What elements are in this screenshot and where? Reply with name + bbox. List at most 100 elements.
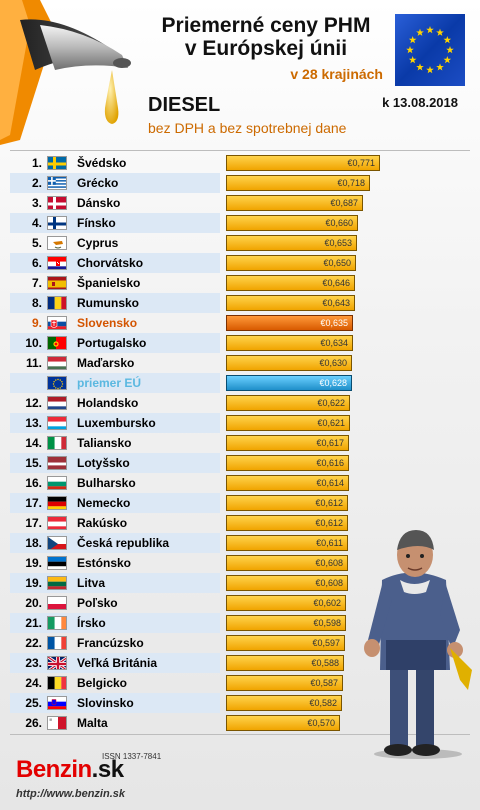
- flag-ro-icon: [47, 296, 67, 310]
- title-line-1: Priemerné ceny PHM: [161, 14, 371, 37]
- title-line-2: v Európskej únii: [184, 37, 348, 60]
- rank-label: 4.: [31, 216, 42, 230]
- price-bar: €0,630: [226, 355, 352, 371]
- flag-cz-icon: [47, 536, 67, 550]
- price-bar: €0,570: [226, 715, 340, 731]
- country-label: Bulharsko: [77, 476, 136, 490]
- issn-label: ISSN 1337-7841: [102, 752, 162, 761]
- rank-label: 17.: [25, 496, 42, 510]
- price-bar: €0,653: [226, 235, 357, 251]
- price-bar: €0,598: [226, 615, 346, 631]
- country-label: Litva: [77, 576, 106, 590]
- fuel-nozzle-illustration: [0, 0, 131, 145]
- country-label: priemer EÚ: [77, 376, 142, 390]
- flag-eu-icon: [47, 376, 67, 390]
- table-row: 19. Estónsko €0,608: [10, 553, 470, 573]
- table-row: 5. Cyprus €0,653: [10, 233, 470, 253]
- country-label: Holandsko: [77, 396, 139, 410]
- rank-label: 9.: [31, 316, 42, 330]
- price-bar: €0,660: [226, 215, 358, 231]
- price-bar: €0,718: [226, 175, 370, 191]
- eu-star-icon: [406, 46, 414, 54]
- price-value-label: €0,612: [315, 498, 343, 508]
- price-value-label: €0,597: [312, 638, 340, 648]
- table-row: 3. Dánsko €0,687: [10, 193, 470, 213]
- rank-label: 15.: [25, 456, 42, 470]
- price-bar: €0,582: [226, 695, 342, 711]
- flag-lv-icon: [47, 456, 67, 470]
- price-bar: €0,612: [226, 515, 348, 531]
- country-label: Belgicko: [77, 676, 128, 690]
- price-value-label: €0,653: [324, 238, 352, 248]
- price-value-label: €0,650: [323, 258, 351, 268]
- rank-label: 22.: [25, 636, 42, 650]
- table-row: 7. Španielsko €0,646: [10, 273, 470, 293]
- country-label: Poľsko: [77, 596, 118, 610]
- price-value-label: €0,646: [322, 278, 350, 288]
- price-bar: €0,612: [226, 495, 348, 511]
- rank-label: 19.: [25, 556, 42, 570]
- country-label: Grécko: [77, 176, 119, 190]
- eu-star-icon: [426, 26, 434, 34]
- table-row: 6. Chorvátsko €0,650: [10, 253, 470, 273]
- price-value-label: €0,718: [337, 178, 365, 188]
- country-label: Estónsko: [77, 556, 132, 570]
- rank-label: 1.: [31, 156, 42, 170]
- flag-fr-icon: [47, 636, 67, 650]
- table-row: 18. Česká republika €0,611: [10, 533, 470, 553]
- rank-label: 19.: [25, 576, 42, 590]
- flag-si-icon: [47, 696, 67, 710]
- flag-lt-icon: [47, 576, 67, 590]
- country-label: Švédsko: [77, 156, 127, 170]
- table-row: 20. Poľsko €0,602: [10, 593, 470, 613]
- table-row: 11. Maďarsko €0,630: [10, 353, 470, 373]
- price-value-label: €0,628: [319, 378, 347, 388]
- flag-hr-icon: [47, 256, 67, 270]
- flag-be-icon: [47, 676, 67, 690]
- country-label: Česká republika: [77, 536, 170, 550]
- table-row: 14. Taliansko €0,617: [10, 433, 470, 453]
- price-bar: €0,650: [226, 255, 356, 271]
- flag-es-icon: [47, 276, 67, 290]
- flag-bg-icon: [47, 476, 67, 490]
- flag-fi-icon: [47, 216, 67, 230]
- flag-pl-icon: [47, 596, 67, 610]
- rank-label: 24.: [25, 676, 42, 690]
- eu-star-icon: [416, 63, 424, 71]
- price-bar: €0,687: [226, 195, 363, 211]
- price-bar: €0,628: [226, 375, 352, 391]
- price-value-label: €0,611: [316, 538, 343, 548]
- country-label: Veľká Británia: [77, 656, 157, 670]
- rank-label: 18.: [25, 536, 42, 550]
- flag-ie-icon: [47, 616, 67, 630]
- price-value-label: €0,660: [325, 218, 353, 228]
- eu-star-icon: [436, 63, 444, 71]
- chart-title: Priemerné ceny PHM v Európskej únii: [135, 14, 397, 60]
- flag-de-icon: [47, 496, 67, 510]
- rank-label: 6.: [31, 256, 42, 270]
- country-label: Taliansko: [77, 436, 132, 450]
- country-label: Slovinsko: [77, 696, 134, 710]
- rank-label: 21.: [25, 616, 42, 630]
- country-label: Fínsko: [77, 216, 116, 230]
- price-bar: €0,608: [226, 555, 348, 571]
- rank-label: 23.: [25, 656, 42, 670]
- table-row: 2. Grécko €0,718: [10, 173, 470, 193]
- price-bar: €0,643: [226, 295, 355, 311]
- rank-label: 14.: [25, 436, 42, 450]
- country-label: Maďarsko: [77, 356, 135, 370]
- price-bar: €0,634: [226, 335, 353, 351]
- country-count-subtitle: v 28 krajinách: [290, 66, 383, 82]
- country-label: Cyprus: [77, 236, 119, 250]
- table-row: 1. Švédsko €0,771: [10, 153, 470, 173]
- country-label: Chorvátsko: [77, 256, 144, 270]
- flag-se-icon: [47, 156, 67, 170]
- benzin-logo[interactable]: Benzin.sk: [16, 756, 124, 784]
- website-link[interactable]: http://www.benzin.sk: [16, 788, 125, 800]
- price-value-label: €0,570: [307, 718, 335, 728]
- price-table: 1. Švédsko €0,771 2. Grécko €0,718 3. Dánsko €0,…: [10, 150, 470, 735]
- price-bar: €0,614: [226, 475, 349, 491]
- fuel-type-heading: DIESEL: [148, 94, 221, 116]
- country-label: Portugalsko: [77, 336, 147, 350]
- flag-hu-icon: [47, 356, 67, 370]
